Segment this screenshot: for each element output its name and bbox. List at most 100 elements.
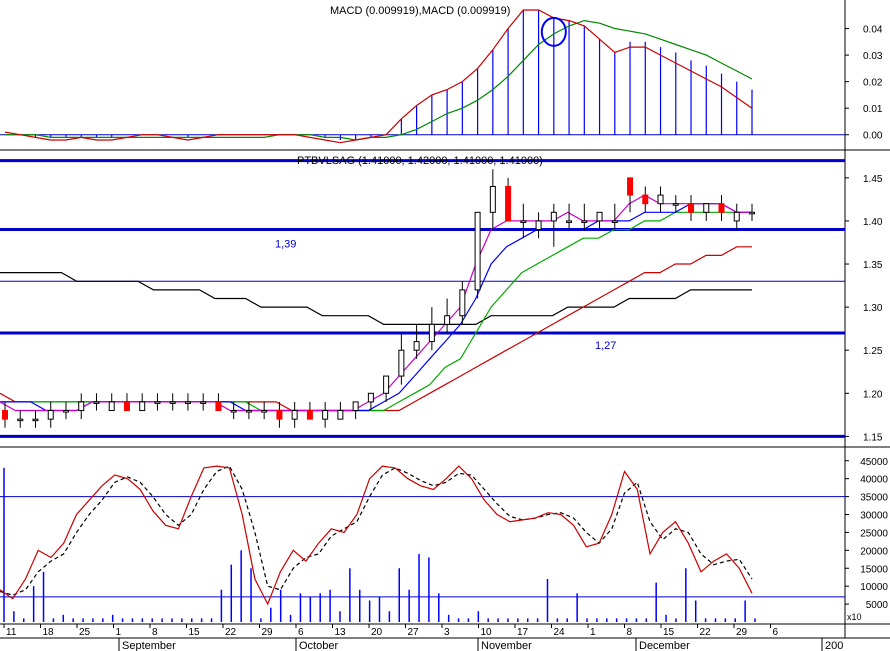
macd-ytick-label: 0.04 (863, 25, 883, 36)
candle-body (322, 410, 329, 420)
macd-panel: 0.04 0.03 0.02 0.01 0.00 (0, 9, 883, 144)
candle-body (459, 289, 466, 317)
support-line-label: 1,39 (275, 239, 296, 251)
stoch-ytick-label: 25000 (860, 528, 888, 539)
candle-body (611, 220, 618, 223)
candle-body (32, 418, 39, 422)
xtick-label: 15 (189, 627, 201, 638)
candle-body (261, 410, 268, 413)
candle-body (566, 220, 573, 223)
xtick-label: 20 (371, 627, 383, 638)
candle-body (657, 194, 664, 205)
candle-body (672, 203, 679, 206)
candle-body (276, 410, 283, 420)
candle-body (505, 185, 512, 222)
candle-body (78, 401, 85, 412)
xtick-label: 29 (262, 627, 274, 638)
xtick-label: 29 (736, 627, 748, 638)
candle-body (93, 401, 100, 404)
macd-crossover-circle (540, 16, 567, 47)
price-ytick-label: 1.40 (863, 217, 883, 228)
price-title: PTBVLSAG (1.41000, 1.42000, 1.41000, 1.4… (297, 155, 543, 167)
candle-body (62, 410, 69, 413)
candle-body (718, 203, 725, 213)
moving-average-black (0, 272, 752, 325)
stoch-ytick-label: 30000 (860, 511, 888, 522)
macd-title: MACD (0.009919),MACD (0.009919) (330, 5, 510, 17)
candle-body (200, 401, 207, 404)
month-label: October (299, 640, 338, 651)
candle-body (642, 194, 649, 205)
xtick-label: 17 (517, 627, 529, 638)
xtick-label: 18 (43, 627, 55, 638)
month-label: December (639, 640, 690, 651)
candle-body (550, 211, 557, 222)
candle-body (627, 177, 634, 196)
xtick-label: 6 (298, 627, 304, 638)
macd-ytick-label: 0.00 (863, 131, 883, 142)
x-axis: 11 18 25 1 8 15 22 29 6 13 20 27 3 10 17 24 1 8 15 22 29 6Sep… (3, 624, 843, 651)
xtick-label: 10 (481, 627, 493, 638)
candle-body (749, 211, 755, 215)
macd-ytick-label: 0.02 (863, 78, 883, 89)
candle-body (688, 203, 695, 213)
month-label: September (122, 640, 176, 651)
xtick-label: 3 (444, 627, 450, 638)
xtick-label: 8 (627, 627, 633, 638)
macd-line (4, 9, 753, 144)
candle-body (520, 220, 527, 223)
xtick-label: 13 (335, 627, 347, 638)
candle-body (154, 401, 161, 404)
candle-body (215, 401, 222, 412)
candle-body (169, 401, 176, 404)
candle-body (489, 185, 496, 213)
xtick-label: 8 (152, 627, 158, 638)
stoch-ytick-label: 5000 (866, 600, 889, 611)
candle-body (367, 392, 374, 403)
macd-ytick-label: 0.01 (863, 104, 883, 115)
stochastic-volume-panel: 45000 40000 35000 30000 25000 20000 15000 10000… (0, 457, 888, 622)
price-ytick-label: 1.35 (863, 260, 883, 271)
volume-scale-note: x10 (847, 612, 862, 622)
stoch-ytick-label: 15000 (860, 564, 888, 575)
price-ytick-label: 1.15 (863, 432, 883, 443)
candle-body (581, 220, 588, 223)
candle-body (47, 410, 54, 420)
stoch-ytick-label: 45000 (860, 457, 888, 468)
stochastic-k-line (0, 465, 753, 606)
stoch-ytick-label: 20000 (860, 546, 888, 557)
candle-body (306, 410, 313, 420)
price-ytick-label: 1.45 (863, 174, 883, 185)
candle-body (337, 410, 344, 420)
stoch-ytick-label: 10000 (860, 582, 888, 593)
xtick-label: 22 (225, 627, 237, 638)
candle-body (230, 410, 237, 413)
candle-body (17, 418, 24, 422)
candle-body (291, 410, 298, 420)
xtick-label: 15 (663, 627, 675, 638)
xtick-label: 1 (116, 627, 122, 638)
candle-body (596, 211, 603, 222)
price-ytick-label: 1.30 (863, 303, 883, 314)
xtick-label: 11 (6, 627, 17, 638)
candle-body (352, 401, 359, 412)
xtick-label: 1 (590, 627, 596, 638)
candle-body (383, 375, 390, 394)
candle-body (398, 349, 405, 377)
candle-body (703, 203, 710, 213)
candle-body (535, 220, 542, 231)
candle-body (184, 401, 191, 404)
xtick-label: 25 (79, 627, 91, 638)
stoch-ytick-label: 35000 (860, 493, 888, 504)
support-line-label: 1,27 (595, 340, 616, 352)
candle-body (245, 410, 252, 413)
candle-body (428, 323, 435, 343)
price-ytick-label: 1.20 (863, 389, 883, 400)
stoch-ytick-label: 40000 (860, 475, 888, 486)
xtick-label: 24 (554, 627, 566, 638)
candle-body (123, 401, 130, 412)
price-ytick-label: 1.25 (863, 346, 883, 357)
xtick-label: 22 (700, 627, 712, 638)
